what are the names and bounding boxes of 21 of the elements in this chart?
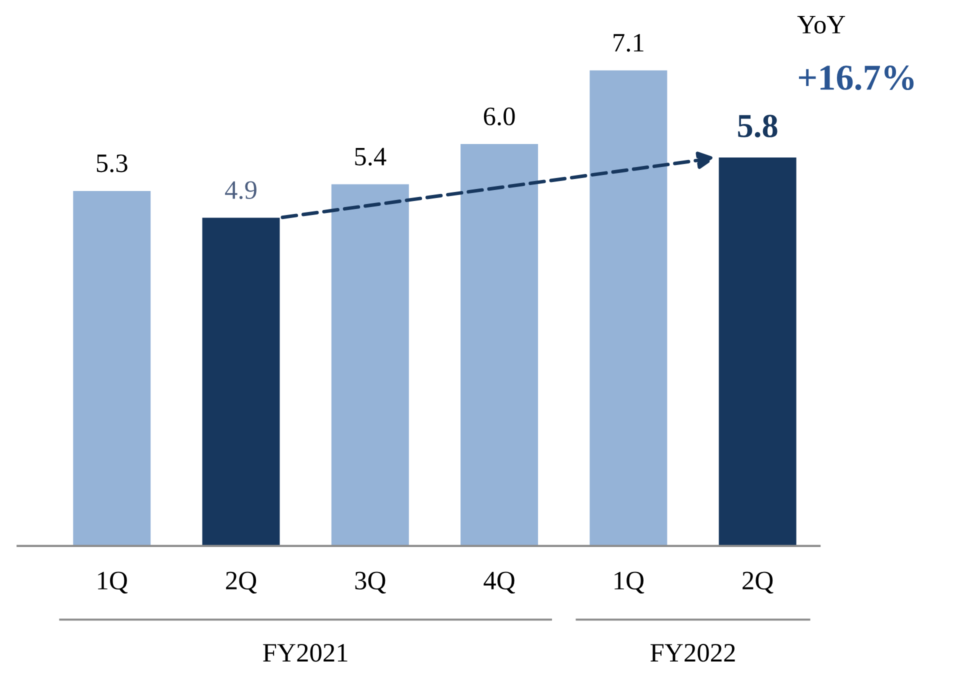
- x-tick-label: 3Q: [355, 572, 386, 594]
- data-label: 5.3: [96, 154, 128, 172]
- data-label: 5.4: [355, 148, 386, 166]
- bar: [73, 190, 151, 546]
- text: YoY: [797, 16, 846, 34]
- bar: [460, 144, 538, 546]
- x-tick-label: 4Q: [484, 572, 515, 594]
- bar: [590, 70, 668, 546]
- data-label: 5.8: [738, 114, 778, 138]
- annotation: +16.7%: [798, 66, 914, 90]
- data-label: 4.9: [225, 181, 256, 200]
- x-tick-label: 2Q: [226, 572, 257, 594]
- bar: [331, 184, 409, 546]
- text: FY2022: [650, 644, 735, 662]
- bar: [718, 157, 796, 546]
- x-tick-label: 1Q: [614, 572, 644, 594]
- data-label: 7.1: [614, 34, 644, 52]
- x-tick-label: 2Q: [742, 572, 774, 594]
- data-label: 6.0: [484, 107, 515, 126]
- text: FY2021: [263, 644, 348, 662]
- x-tick-label: 1Q: [98, 572, 128, 594]
